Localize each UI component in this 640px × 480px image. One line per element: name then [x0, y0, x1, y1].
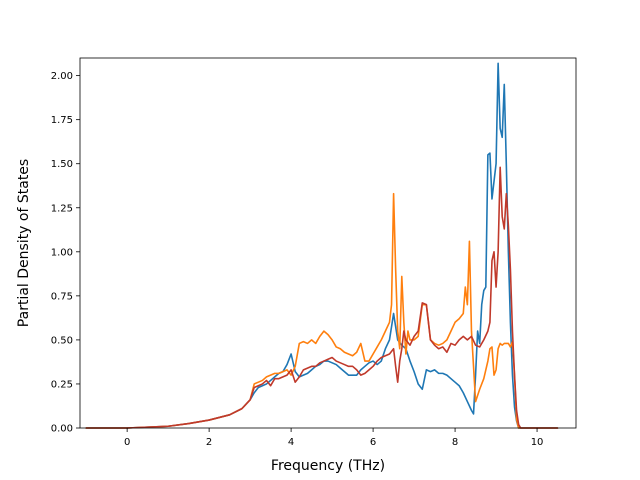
y-tick-label: 1.25: [51, 203, 73, 214]
series-line-3: [85, 166, 559, 429]
x-axis-title: Frequency (THz): [271, 458, 385, 474]
series-line-2: [85, 192, 559, 429]
y-tick-label: 1.00: [51, 247, 73, 258]
x-tick-label: 0: [124, 437, 130, 448]
y-tick-label: 1.75: [51, 115, 73, 126]
y-tick-label: 2.00: [51, 71, 73, 82]
y-tick-label: 0.50: [51, 335, 73, 346]
x-tick-label: 8: [452, 437, 458, 448]
axis-ticks: 0 2 4 6 8 10 0.00 0.25 0.50 0.75 1.00 1.25 1.50 1.75 2…: [51, 71, 544, 448]
y-tick-label: 1.50: [51, 159, 73, 170]
x-tick-label: 2: [206, 437, 212, 448]
x-tick-label: 6: [370, 437, 376, 448]
y-tick-label: 0.00: [51, 424, 73, 435]
plot-frame: [79, 57, 577, 429]
y-axis-title: Partial Density of States: [16, 159, 32, 327]
x-tick-label: 4: [288, 437, 294, 448]
plot-area: [85, 62, 559, 429]
y-tick-label: 0.75: [51, 291, 73, 302]
x-tick-label: 10: [531, 437, 544, 448]
y-tick-label: 0.25: [51, 379, 73, 390]
